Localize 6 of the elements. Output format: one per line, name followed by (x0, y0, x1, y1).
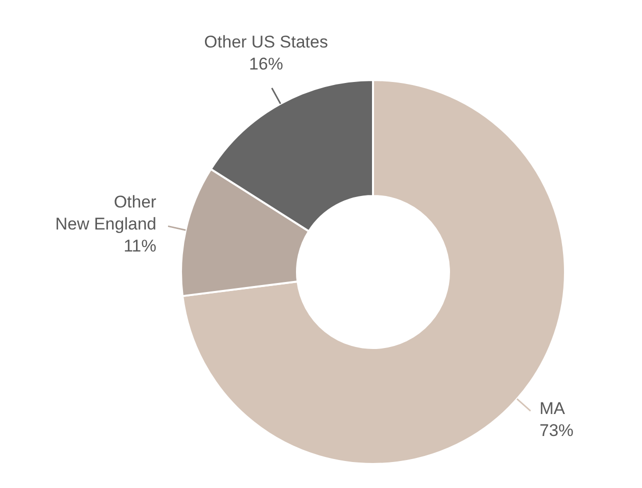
data-label: 16% (249, 54, 284, 74)
slice-label: MA (540, 398, 566, 418)
slice-label: Other US States (204, 32, 328, 52)
data-label: 11% (124, 236, 156, 256)
slice-label: Other New England (55, 192, 157, 234)
data-label: 73% (540, 420, 574, 440)
